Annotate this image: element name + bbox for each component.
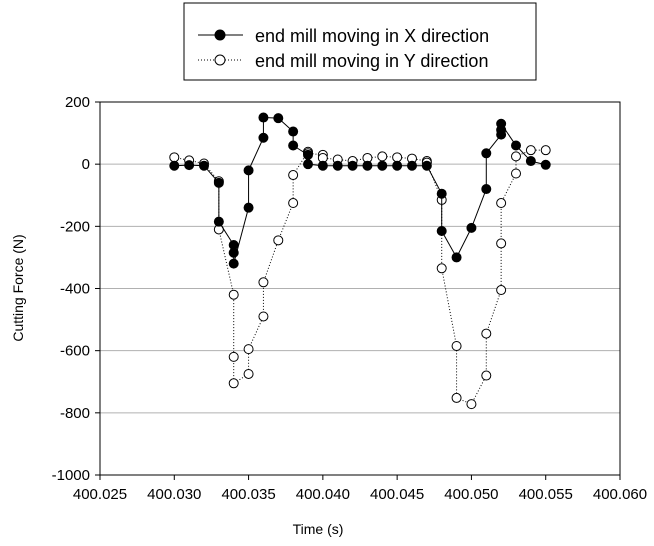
x-tick-label: 400.030 (147, 486, 201, 503)
series-y-point (496, 238, 507, 249)
series-x-point (347, 160, 358, 171)
series-x-point (377, 160, 388, 171)
series-y-point (243, 344, 254, 355)
series-y-line (174, 149, 546, 405)
series-x-point (436, 188, 447, 199)
series-x-point (228, 247, 239, 258)
y-tick-label: -1000 (52, 467, 90, 484)
series-y-point (496, 285, 507, 296)
series-y-point (496, 198, 507, 209)
x-tick-label: 400.055 (519, 486, 573, 503)
series-x-point (362, 160, 373, 171)
series-x-point (199, 160, 209, 171)
series-x-point (169, 160, 180, 171)
series-y-point (511, 168, 521, 179)
series-x-point (213, 177, 224, 188)
y-axis-label: Cutting Force (N) (10, 234, 26, 341)
x-tick-label: 400.040 (296, 486, 350, 503)
series-y-point (525, 145, 536, 156)
series-x-point (273, 113, 284, 124)
series-x-point (303, 159, 313, 170)
series-y-point (436, 263, 447, 274)
series-y-point (377, 151, 388, 162)
series-y-point (481, 370, 492, 381)
series-x-point (258, 132, 269, 143)
series-y-point (392, 152, 403, 163)
series-y-point (258, 277, 269, 288)
y-tick-label: -800 (60, 405, 90, 422)
series-y-point (451, 392, 462, 403)
series-x-point (317, 160, 328, 171)
series-x-point (481, 148, 492, 159)
y-tick-label: 0 (82, 156, 90, 173)
legend-marker-x (214, 29, 226, 41)
series-x-point (288, 126, 299, 137)
series-y-point (258, 311, 269, 322)
series-x-point (481, 184, 492, 195)
y-tick-label: -600 (60, 343, 90, 360)
series-y-point (243, 368, 254, 379)
y-tick-label: -200 (60, 218, 90, 235)
series-y-point (451, 341, 462, 352)
y-axis-ticks: -1000 -800 -600 -400 -200 0 200 (52, 94, 100, 484)
legend: end mill moving in X direction end mill … (183, 2, 537, 81)
series-x-point (303, 149, 313, 160)
series-y-point (288, 198, 299, 209)
series-y-point (288, 170, 299, 181)
series-x-point (392, 160, 403, 171)
series-x-point (184, 160, 195, 171)
series-x-point (496, 118, 507, 129)
series-x-point (540, 159, 551, 170)
x-tick-label: 400.025 (73, 486, 127, 503)
series-y-point (228, 289, 239, 300)
series-x-point (243, 202, 254, 213)
series-y-point (228, 378, 239, 389)
series-y-point (540, 145, 551, 156)
x-tick-label: 400.050 (444, 486, 498, 503)
legend-label-x: end mill moving in X direction (255, 26, 489, 46)
series-y-point (169, 152, 180, 163)
series-x-point (525, 156, 536, 167)
series-y-point (273, 235, 284, 246)
series-y-point (481, 328, 492, 339)
series-x-point (421, 160, 432, 171)
series-x-point (258, 112, 269, 123)
legend-box (183, 2, 537, 81)
series-y-point (466, 399, 477, 410)
legend-label-y: end mill moving in Y direction (255, 51, 488, 71)
series-x-point (213, 216, 224, 227)
y-tick-label: -400 (60, 281, 90, 298)
x-axis-ticks: 400.025 400.030 400.035 400.040 400.045 400.0… (73, 475, 647, 503)
series-x-point (332, 160, 343, 171)
series-x-point (407, 160, 417, 171)
x-tick-label: 400.045 (370, 486, 424, 503)
gridlines (100, 163, 620, 414)
series-x-point (436, 225, 447, 236)
series-x-point (228, 258, 239, 269)
x-axis-label: Time (s) (293, 521, 344, 537)
legend-marker-y (214, 54, 226, 66)
series-x-point (288, 140, 299, 151)
series-x-point (466, 222, 477, 233)
x-tick-label: 400.060 (593, 486, 647, 503)
series-group (169, 112, 551, 410)
y-tick-label: 200 (65, 94, 90, 111)
x-tick-label: 400.035 (221, 486, 275, 503)
series-x-point (511, 140, 521, 151)
series-x-point (451, 252, 462, 263)
series-y-point (511, 151, 521, 162)
series-x-point (243, 165, 254, 176)
series-y-point (228, 351, 239, 362)
